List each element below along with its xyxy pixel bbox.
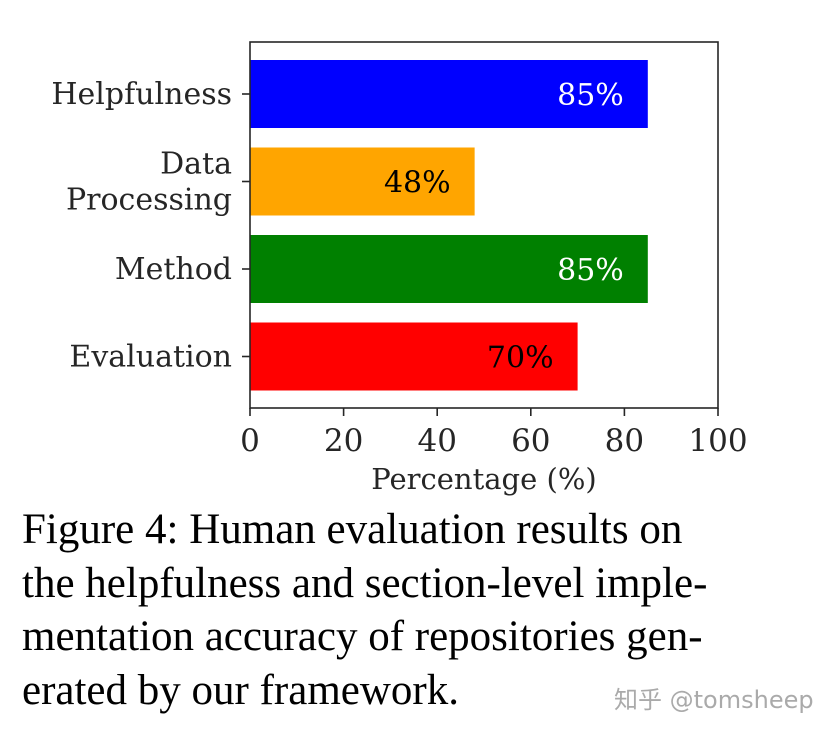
bar-value-label: 48%: [384, 166, 451, 201]
category-label: Evaluation: [69, 340, 232, 375]
x-axis-title: Percentage (%): [371, 462, 596, 496]
bar: [250, 235, 648, 303]
category-label-line: Data: [160, 147, 232, 182]
figure-caption: Figure 4: Human evaluation results on th…: [22, 503, 782, 717]
x-tick-label: 60: [511, 423, 550, 459]
watermark: 知乎 @tomsheep: [614, 686, 814, 714]
bar-value-label: 85%: [557, 78, 624, 113]
category-label: Method: [115, 252, 232, 287]
category-label-line: Processing: [66, 183, 232, 218]
bar-chart: 85% 48% 85% 70% Helpfulness Data Processing Met…: [51, 41, 748, 496]
caption-line: mentation accuracy of repositories gen-: [22, 613, 703, 660]
plot-frame: [249, 41, 719, 409]
x-tick-label: 80: [605, 423, 644, 459]
caption-line: the helpfulness and section-level imple-: [22, 559, 708, 607]
x-tick-label: 40: [417, 423, 456, 459]
category-label: Helpfulness: [51, 77, 232, 112]
bar-value-label: 70%: [487, 341, 554, 376]
bar: [250, 322, 578, 391]
x-tick-label: 100: [688, 423, 747, 459]
category-label: Data Processing: [66, 147, 232, 218]
bar: [250, 147, 475, 216]
caption-line: erated by our framework.: [22, 666, 459, 714]
bar-value-label: 85%: [557, 253, 624, 288]
caption-line: Figure 4: Human evaluation results on: [22, 506, 683, 553]
x-tick-label: 20: [324, 423, 363, 459]
x-tick-label: 0: [240, 423, 260, 459]
bar: [250, 60, 648, 128]
